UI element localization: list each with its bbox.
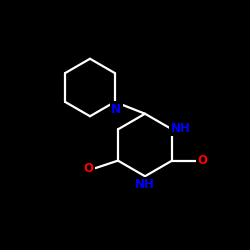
Text: NH: NH — [135, 178, 155, 192]
Text: O: O — [198, 154, 208, 167]
Text: NH: NH — [171, 122, 191, 134]
Text: O: O — [84, 162, 94, 174]
Text: N: N — [111, 103, 121, 116]
